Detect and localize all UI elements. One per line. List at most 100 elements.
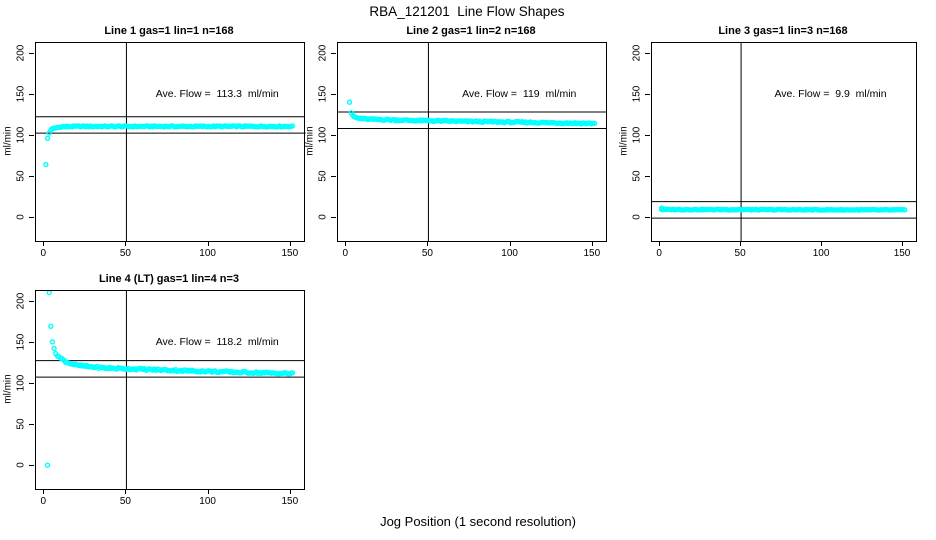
data-point [51, 345, 57, 352]
x-axis-tick-label: 0 [656, 248, 662, 259]
x-axis-tick-label: 0 [40, 496, 46, 507]
y-axis-tick [645, 93, 650, 95]
y-axis-tick-label: 50 [15, 170, 27, 182]
x-axis-tick [43, 241, 45, 246]
y-axis-tick [331, 216, 336, 218]
y-axis-tick-label: 150 [631, 85, 643, 103]
data-point [44, 462, 51, 468]
x-axis-tick [427, 241, 429, 246]
y-axis-tick [29, 300, 34, 302]
x-axis-tick-label: 100 [199, 496, 216, 507]
x-axis-tick-label: 150 [583, 248, 601, 259]
plot-area [337, 42, 607, 242]
x-axis-tick-label: 100 [199, 248, 216, 259]
y-axis-tick-label: 200 [15, 292, 27, 310]
y-axis-tick [29, 382, 34, 384]
x-axis-tick [289, 489, 291, 494]
y-axis-tick-label: 0 [15, 462, 27, 468]
data-point [289, 370, 296, 376]
data-point [44, 135, 51, 142]
x-axis-tick-label: 150 [281, 496, 299, 507]
y-axis-tick-label: 150 [15, 333, 27, 351]
data-point [43, 161, 49, 168]
y-axis-tick-label: 50 [15, 418, 27, 430]
x-axis-tick-label: 50 [734, 248, 746, 259]
data-point [46, 291, 52, 296]
x-axis-tick [509, 241, 511, 246]
x-axis-tick [345, 241, 347, 246]
x-axis-tick-label: 150 [893, 248, 911, 259]
y-axis-tick-label: 50 [631, 170, 643, 182]
y-axis-tick-label: 0 [15, 214, 27, 220]
y-axis-tick [645, 175, 650, 177]
data-point [48, 323, 54, 329]
y-axis-tick [29, 175, 34, 177]
figure-title: RBA_121201 Line Flow Shapes [369, 4, 565, 19]
figure-x-axis-label: Jog Position (1 second resolution) [380, 514, 576, 529]
x-axis-tick [902, 241, 904, 246]
average-flow-annotation: Ave. Flow = 113.3 ml/min [155, 88, 279, 101]
x-axis-tick [43, 489, 45, 494]
data-point [49, 339, 56, 345]
x-axis-tick [821, 241, 823, 246]
y-axis-label: ml/min [304, 126, 316, 156]
average-flow-annotation: Ave. Flow = 119 ml/min [462, 88, 577, 101]
y-axis-tick-label: 0 [631, 214, 643, 220]
x-axis-tick [125, 489, 127, 494]
y-axis-tick [29, 52, 34, 54]
y-axis-tick [29, 93, 34, 95]
y-axis-tick-label: 200 [15, 44, 27, 62]
panel-title: Line 1 gas=1 lin=1 n=168 [104, 25, 234, 37]
y-axis-tick-label: 100 [15, 374, 27, 392]
scatter-plot-svg [36, 43, 304, 241]
y-axis-tick-label: 50 [317, 170, 329, 182]
data-point [591, 120, 598, 127]
x-axis-tick [289, 241, 291, 246]
data-point [289, 123, 296, 129]
plot-area [651, 42, 917, 242]
panel-title: Line 2 gas=1 lin=2 n=168 [406, 25, 536, 37]
y-axis-tick-label: 100 [631, 126, 643, 144]
x-axis-tick [659, 241, 661, 246]
y-axis-tick [331, 52, 336, 54]
y-axis-tick [645, 216, 650, 218]
x-axis-tick [125, 241, 127, 246]
x-axis-tick-label: 100 [812, 248, 830, 259]
y-axis-tick-label: 150 [317, 85, 329, 103]
x-axis-tick [591, 241, 593, 246]
x-axis-tick [740, 241, 742, 246]
x-axis-tick-label: 0 [342, 248, 348, 259]
x-axis-tick-label: 0 [40, 248, 46, 259]
y-axis-tick-label: 100 [15, 126, 27, 144]
y-axis-tick [331, 175, 336, 177]
y-axis-tick [645, 52, 650, 54]
x-axis-tick [207, 489, 209, 494]
x-axis-tick [207, 241, 209, 246]
y-axis-tick [331, 93, 336, 95]
panel-title: Line 4 (LT) gas=1 lin=4 n=3 [98, 273, 240, 285]
y-axis-tick-label: 150 [15, 85, 27, 103]
y-axis-tick-label: 200 [631, 44, 643, 62]
x-axis-tick-label: 50 [421, 248, 433, 259]
y-axis-label: ml/min [2, 126, 14, 156]
data-point [901, 207, 908, 213]
x-axis-tick-label: 150 [281, 248, 299, 259]
y-axis-tick [29, 216, 34, 218]
scatter-plot-svg [652, 43, 916, 241]
scatter-plot-svg [36, 291, 304, 489]
plot-area [35, 290, 305, 490]
y-axis-tick-label: 100 [317, 126, 329, 144]
y-axis-tick-label: 200 [317, 44, 329, 62]
x-axis-tick-label: 100 [501, 248, 518, 259]
y-axis-label: ml/min [618, 126, 630, 156]
average-flow-annotation: Ave. Flow = 9.9 ml/min [774, 88, 887, 101]
x-axis-tick-label: 50 [119, 248, 131, 259]
panel-title: Line 3 gas=1 lin=3 n=168 [718, 25, 848, 37]
y-axis-tick [29, 341, 34, 343]
y-axis-tick [29, 134, 34, 136]
plot-area [35, 42, 305, 242]
y-axis-tick [29, 423, 34, 425]
data-point [346, 99, 353, 105]
y-axis-tick [29, 464, 34, 466]
